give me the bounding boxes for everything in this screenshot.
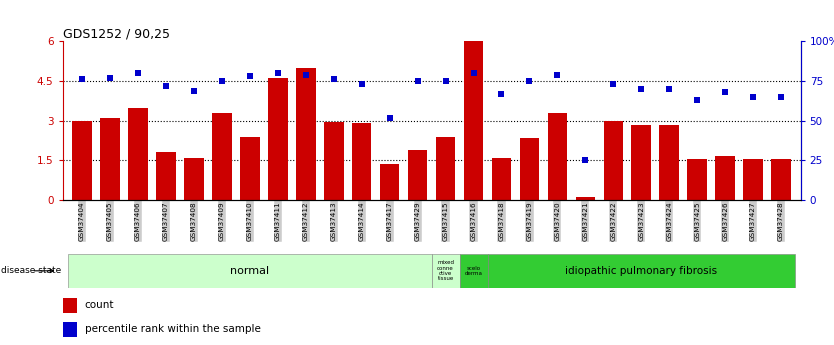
Point [606,81,620,87]
Bar [379,164,399,200]
Bar [548,113,567,200]
Bar [488,254,795,288]
Bar [631,125,651,200]
Bar [464,41,484,200]
Point [550,72,564,78]
Bar [771,159,791,200]
Point [271,70,284,76]
Bar [604,121,623,200]
Bar [687,159,707,200]
Point [75,77,88,82]
Bar [324,122,344,200]
Text: normal: normal [230,266,269,276]
Point [299,72,313,78]
Point [718,89,731,95]
Bar [156,152,176,200]
Point [746,94,760,100]
Bar [240,137,259,200]
Text: percentile rank within the sample: percentile rank within the sample [85,325,260,334]
Bar [268,78,288,200]
Bar [212,113,232,200]
Point [383,115,396,120]
Point [327,77,340,82]
Bar [460,254,488,288]
Text: mixed
conne
ctive
tissue: mixed conne ctive tissue [437,260,454,282]
Point [355,81,369,87]
Point [467,70,480,76]
Bar [432,254,460,288]
Point [691,97,704,103]
Bar [520,138,540,200]
Bar [575,197,595,200]
Point [132,70,145,76]
Point [244,73,257,79]
Bar [352,124,371,200]
Bar [492,158,511,200]
Point [103,75,117,81]
Bar [63,322,78,337]
Point [775,94,788,100]
Point [635,86,648,92]
Text: disease state: disease state [1,266,62,275]
Point [411,78,425,84]
Point [495,91,508,97]
Bar [436,137,455,200]
Point [523,78,536,84]
Bar [63,298,78,313]
Bar [660,125,679,200]
Bar [743,159,763,200]
Bar [296,68,315,200]
Text: GDS1252 / 90,25: GDS1252 / 90,25 [63,27,169,40]
Bar [184,158,203,200]
Bar [716,156,735,200]
Text: count: count [85,300,114,310]
Bar [73,121,92,200]
Point [579,158,592,163]
Bar [68,254,432,288]
Bar [408,150,427,200]
Point [215,78,229,84]
Point [439,78,452,84]
Bar [128,108,148,200]
Bar [100,118,120,200]
Point [188,88,201,93]
Text: scelo
derma: scelo derma [465,266,483,276]
Point [159,83,173,89]
Text: idiopathic pulmonary fibrosis: idiopathic pulmonary fibrosis [565,266,717,276]
Point [662,86,676,92]
